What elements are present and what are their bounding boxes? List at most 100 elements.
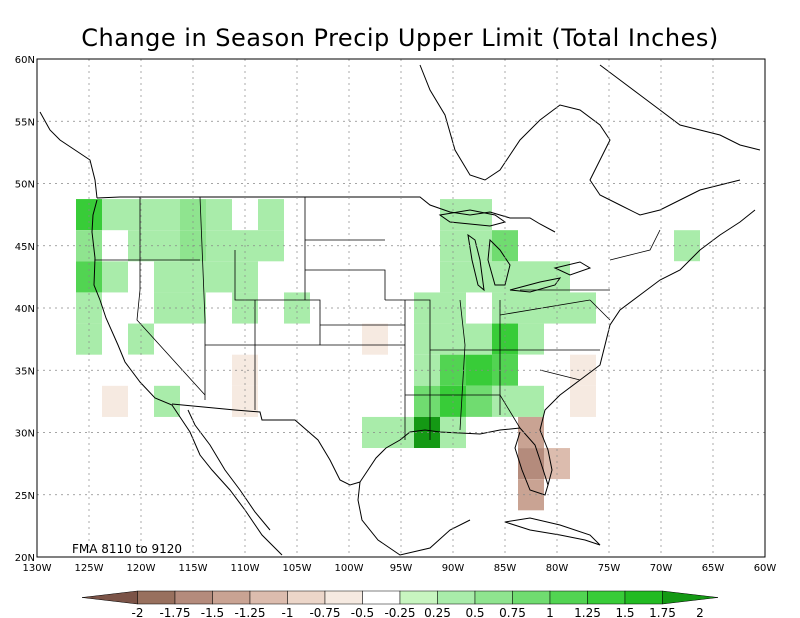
data-cell <box>414 385 440 417</box>
colorbar-label: 1.25 <box>574 606 601 618</box>
data-cell <box>518 448 544 480</box>
latitude-tick-label: 45N <box>15 242 35 253</box>
data-cell <box>206 385 232 417</box>
data-cell <box>518 385 544 417</box>
longitude-tick-label: 60W <box>754 563 777 574</box>
latitude-tick-label: 20N <box>15 553 35 564</box>
colorbar-label: -0.25 <box>384 606 415 618</box>
period-label: FMA 8110 to 9120 <box>72 542 182 556</box>
cuba-coast <box>504 517 601 546</box>
colorbar-swatch <box>287 590 326 605</box>
latitude-tick-label: 35N <box>15 366 35 377</box>
colorbar: -2 -1.75 -1.5 -1.25 -1 -0.75 -0.5 -0.25 0.25 0.5 0… <box>81 590 719 618</box>
data-cell <box>492 323 518 355</box>
data-cell <box>362 448 388 480</box>
colorbar-swatch <box>512 590 551 605</box>
data-cell <box>128 323 154 355</box>
longitude-tick-label: 115W <box>179 563 208 574</box>
data-cell <box>570 385 596 417</box>
data-cell <box>414 448 440 480</box>
colorbar-swatch <box>624 590 663 605</box>
colorbar-label: 0.25 <box>424 606 451 618</box>
latitude-tick-label: 25N <box>15 491 35 502</box>
data-cell <box>102 199 128 231</box>
mexico-gulf-coast <box>357 481 471 556</box>
colorbar-label: -0.5 <box>351 606 374 618</box>
latitude-tick-label: 30N <box>15 429 35 440</box>
data-cell <box>362 323 388 355</box>
data-cell <box>102 385 128 417</box>
great-lakes <box>438 209 592 293</box>
latitude-tick-label: 50N <box>15 180 35 191</box>
colorbar-swatch <box>362 590 401 605</box>
data-cell <box>76 323 102 355</box>
colorbar-label: 1 <box>546 606 554 618</box>
geographic-boundaries <box>39 64 761 556</box>
colorbar-label: 1.5 <box>615 606 634 618</box>
longitude-tick-label: 130W <box>23 563 52 574</box>
colorbar-swatch <box>81 590 138 605</box>
colorbar-swatch <box>174 590 213 605</box>
hudson-bay-coast <box>419 64 741 216</box>
labrador-coast <box>599 64 761 151</box>
colorbar-swatch <box>137 590 176 605</box>
colorbar-swatch <box>437 590 476 605</box>
colorbar-swatch <box>662 590 719 605</box>
colorbar-swatch <box>324 590 363 605</box>
data-cell <box>154 199 180 231</box>
west-coastline <box>91 199 283 556</box>
colorbar-label: -1 <box>282 606 294 618</box>
colorbar-swatch <box>399 590 438 605</box>
data-cell <box>388 323 414 355</box>
colorbar-label: -1.5 <box>201 606 224 618</box>
colorbar-swatch <box>549 590 588 605</box>
longitude-tick-label: 65W <box>702 563 725 574</box>
map-title: Change in Season Precip Upper Limit (Tot… <box>81 24 719 52</box>
latitude-labels: 60N 55N 50N 45N 40N 35N 30N 25N 20N <box>15 55 35 564</box>
graticule <box>37 59 765 557</box>
data-cell <box>414 323 440 355</box>
data-cell <box>466 385 492 417</box>
plot-frame <box>36 58 766 558</box>
colorbar-swatch <box>474 590 513 605</box>
data-cell <box>466 323 492 355</box>
longitude-tick-label: 80W <box>546 563 569 574</box>
data-cell <box>466 261 492 293</box>
longitude-tick-label: 110W <box>231 563 260 574</box>
data-cell <box>518 323 544 355</box>
longitude-tick-label: 70W <box>650 563 673 574</box>
colorbar-label: -2 <box>132 606 144 618</box>
colorbar-label: -1.25 <box>234 606 265 618</box>
data-cell <box>154 385 180 417</box>
latitude-tick-label: 40N <box>15 304 35 315</box>
longitude-tick-label: 90W <box>442 563 465 574</box>
data-cell <box>518 261 544 293</box>
data-cell <box>258 385 284 417</box>
colorbar-swatch <box>249 590 288 605</box>
data-cell <box>206 199 232 231</box>
baja-coast <box>187 409 271 531</box>
alaska-coast <box>39 111 98 199</box>
longitude-tick-label: 100W <box>335 563 364 574</box>
data-cell <box>674 261 700 293</box>
longitude-labels: 130W 125W 120W 115W 110W 105W 100W 95W 90W 85W 80W… <box>23 563 777 574</box>
longitude-tick-label: 120W <box>127 563 156 574</box>
longitude-tick-label: 105W <box>283 563 312 574</box>
gulf-coastline <box>359 427 549 496</box>
data-cell <box>102 261 128 293</box>
colorbar-swatch <box>587 590 626 605</box>
latitude-tick-label: 55N <box>15 117 35 128</box>
colorbar-label: 1.75 <box>649 606 676 618</box>
colorbar-label: -0.75 <box>309 606 340 618</box>
longitude-tick-label: 125W <box>75 563 104 574</box>
data-cell <box>206 261 232 293</box>
colorbar-label: 2 <box>696 606 704 618</box>
colorbar-label: 0.5 <box>465 606 484 618</box>
latitude-tick-label: 60N <box>15 55 35 66</box>
data-cell <box>154 261 180 293</box>
border-us-mexico <box>171 403 361 486</box>
longitude-tick-label: 75W <box>598 563 621 574</box>
colorbar-label: 0.75 <box>499 606 526 618</box>
colorbar-label: -1.75 <box>159 606 190 618</box>
